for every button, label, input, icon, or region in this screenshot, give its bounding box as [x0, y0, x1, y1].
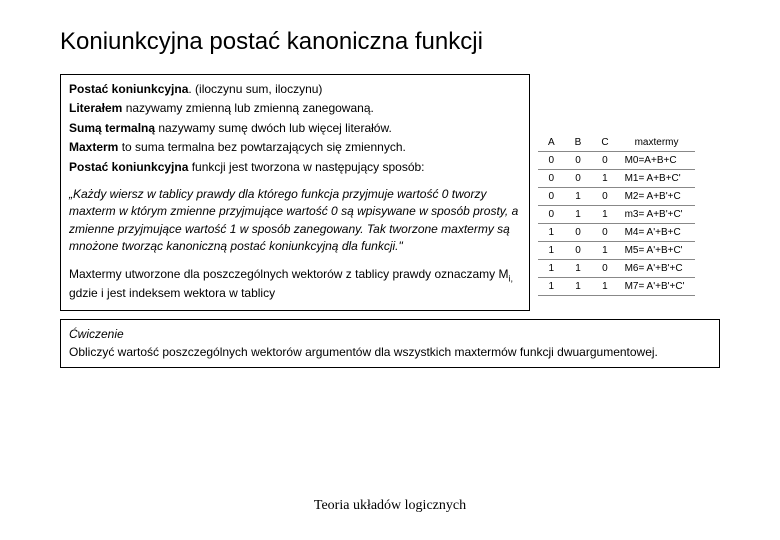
def-line-2: Literałem nazywamy zmienną lub zmienną z… — [69, 100, 521, 117]
cell: 1 — [591, 206, 618, 224]
cell: 1 — [591, 170, 618, 188]
def-bold-1: Postać koniunkcyjna — [69, 82, 188, 96]
cell-maxterm: M0=A+B+C — [619, 152, 695, 170]
quote-paragraph: „Każdy wiersz w tablicy prawdy dla które… — [69, 186, 521, 256]
def-line-5: Postać koniunkcyjna funkcji jest tworzon… — [69, 159, 521, 176]
def-line-4: Maxterm to suma termalna bez powtarzając… — [69, 139, 521, 156]
table-row: 110M6= A'+B'+C — [538, 260, 695, 278]
cell: 1 — [538, 242, 565, 260]
cell: 0 — [538, 206, 565, 224]
cell: 0 — [591, 224, 618, 242]
exercise-box: Ćwiczenie Obliczyć wartość poszczególnyc… — [60, 319, 720, 368]
def-rest-3: nazywamy sumę dwóch lub więcej literałów… — [155, 121, 392, 135]
content-row: Postać koniunkcyjna. (iloczynu sum, iloc… — [60, 74, 740, 311]
cell-maxterm: M2= A+B'+C — [619, 188, 695, 206]
cell-maxterm: M5= A'+B+C' — [619, 242, 695, 260]
cell: 0 — [565, 152, 592, 170]
cell-maxterm: M6= A'+B'+C — [619, 260, 695, 278]
cell: 0 — [591, 260, 618, 278]
cell: 1 — [591, 242, 618, 260]
table-row: 010M2= A+B'+C — [538, 188, 695, 206]
truth-table: A B C maxtermy 000M0=A+B+C 001M1= A+B+C'… — [538, 134, 695, 296]
table-row: 001M1= A+B+C' — [538, 170, 695, 188]
cell: 0 — [538, 188, 565, 206]
table-header-row: A B C maxtermy — [538, 134, 695, 152]
cell: 1 — [538, 224, 565, 242]
maxtext-part2: gdzie i jest indeksem wektora w tablicy — [69, 286, 275, 300]
cell: 1 — [565, 188, 592, 206]
cell: 1 — [565, 278, 592, 296]
def-line-1: Postać koniunkcyjna. (iloczynu sum, iloc… — [69, 81, 521, 98]
maxtext-sub: i, — [509, 273, 514, 283]
def-bold-5: Postać koniunkcyjna — [69, 160, 188, 174]
cell: 1 — [591, 278, 618, 296]
exercise-label: Ćwiczenie — [69, 327, 124, 341]
def-rest-4: to suma termalna bez powtarzających się … — [118, 140, 405, 154]
th-maxterm: maxtermy — [619, 134, 695, 152]
cell-maxterm: m3= A+B'+C' — [619, 206, 695, 224]
table-row: 101M5= A'+B+C' — [538, 242, 695, 260]
def-bold-2: Literałem — [69, 101, 122, 115]
table-row: 100M4= A'+B+C — [538, 224, 695, 242]
slide-title: Koniunkcyjna postać kanoniczna funkcji — [60, 28, 740, 56]
def-rest-5: funkcji jest tworzona w następujący spos… — [188, 160, 424, 174]
cell: 1 — [538, 260, 565, 278]
table-body: 000M0=A+B+C 001M1= A+B+C' 010M2= A+B'+C … — [538, 152, 695, 296]
table-row: 000M0=A+B+C — [538, 152, 695, 170]
def-bold-3: Sumą termalną — [69, 121, 155, 135]
th-c: C — [591, 134, 618, 152]
def-line-3: Sumą termalną nazywamy sumę dwóch lub wi… — [69, 120, 521, 137]
cell: 1 — [565, 260, 592, 278]
def-rest-2: nazywamy zmienną lub zmienną zanegowaną. — [122, 101, 373, 115]
def-rest-1: . (iloczynu sum, iloczynu) — [188, 82, 322, 96]
th-b: B — [565, 134, 592, 152]
cell: 1 — [565, 206, 592, 224]
cell: 1 — [538, 278, 565, 296]
cell: 0 — [591, 188, 618, 206]
cell-maxterm: M4= A'+B+C — [619, 224, 695, 242]
cell: 0 — [565, 242, 592, 260]
maxtext-part1: Maxtermy utworzone dla poszczególnych we… — [69, 267, 509, 281]
table-row: 011m3= A+B'+C' — [538, 206, 695, 224]
cell: 0 — [565, 170, 592, 188]
cell: 0 — [565, 224, 592, 242]
cell-maxterm: M7= A'+B'+C' — [619, 278, 695, 296]
def-bold-4: Maxterm — [69, 140, 118, 154]
cell: 0 — [538, 152, 565, 170]
cell: 0 — [538, 170, 565, 188]
exercise-text: Obliczyć wartość poszczególnych wektorów… — [69, 345, 658, 359]
cell: 0 — [591, 152, 618, 170]
definitions-box: Postać koniunkcyjna. (iloczynu sum, iloc… — [60, 74, 530, 311]
th-a: A — [538, 134, 565, 152]
maxterm-note: Maxtermy utworzone dla poszczególnych we… — [69, 266, 521, 303]
cell-maxterm: M1= A+B+C' — [619, 170, 695, 188]
footer-text: Teoria układów logicznych — [0, 498, 780, 514]
slide: Koniunkcyjna postać kanoniczna funkcji P… — [0, 0, 780, 378]
table-row: 111M7= A'+B'+C' — [538, 278, 695, 296]
